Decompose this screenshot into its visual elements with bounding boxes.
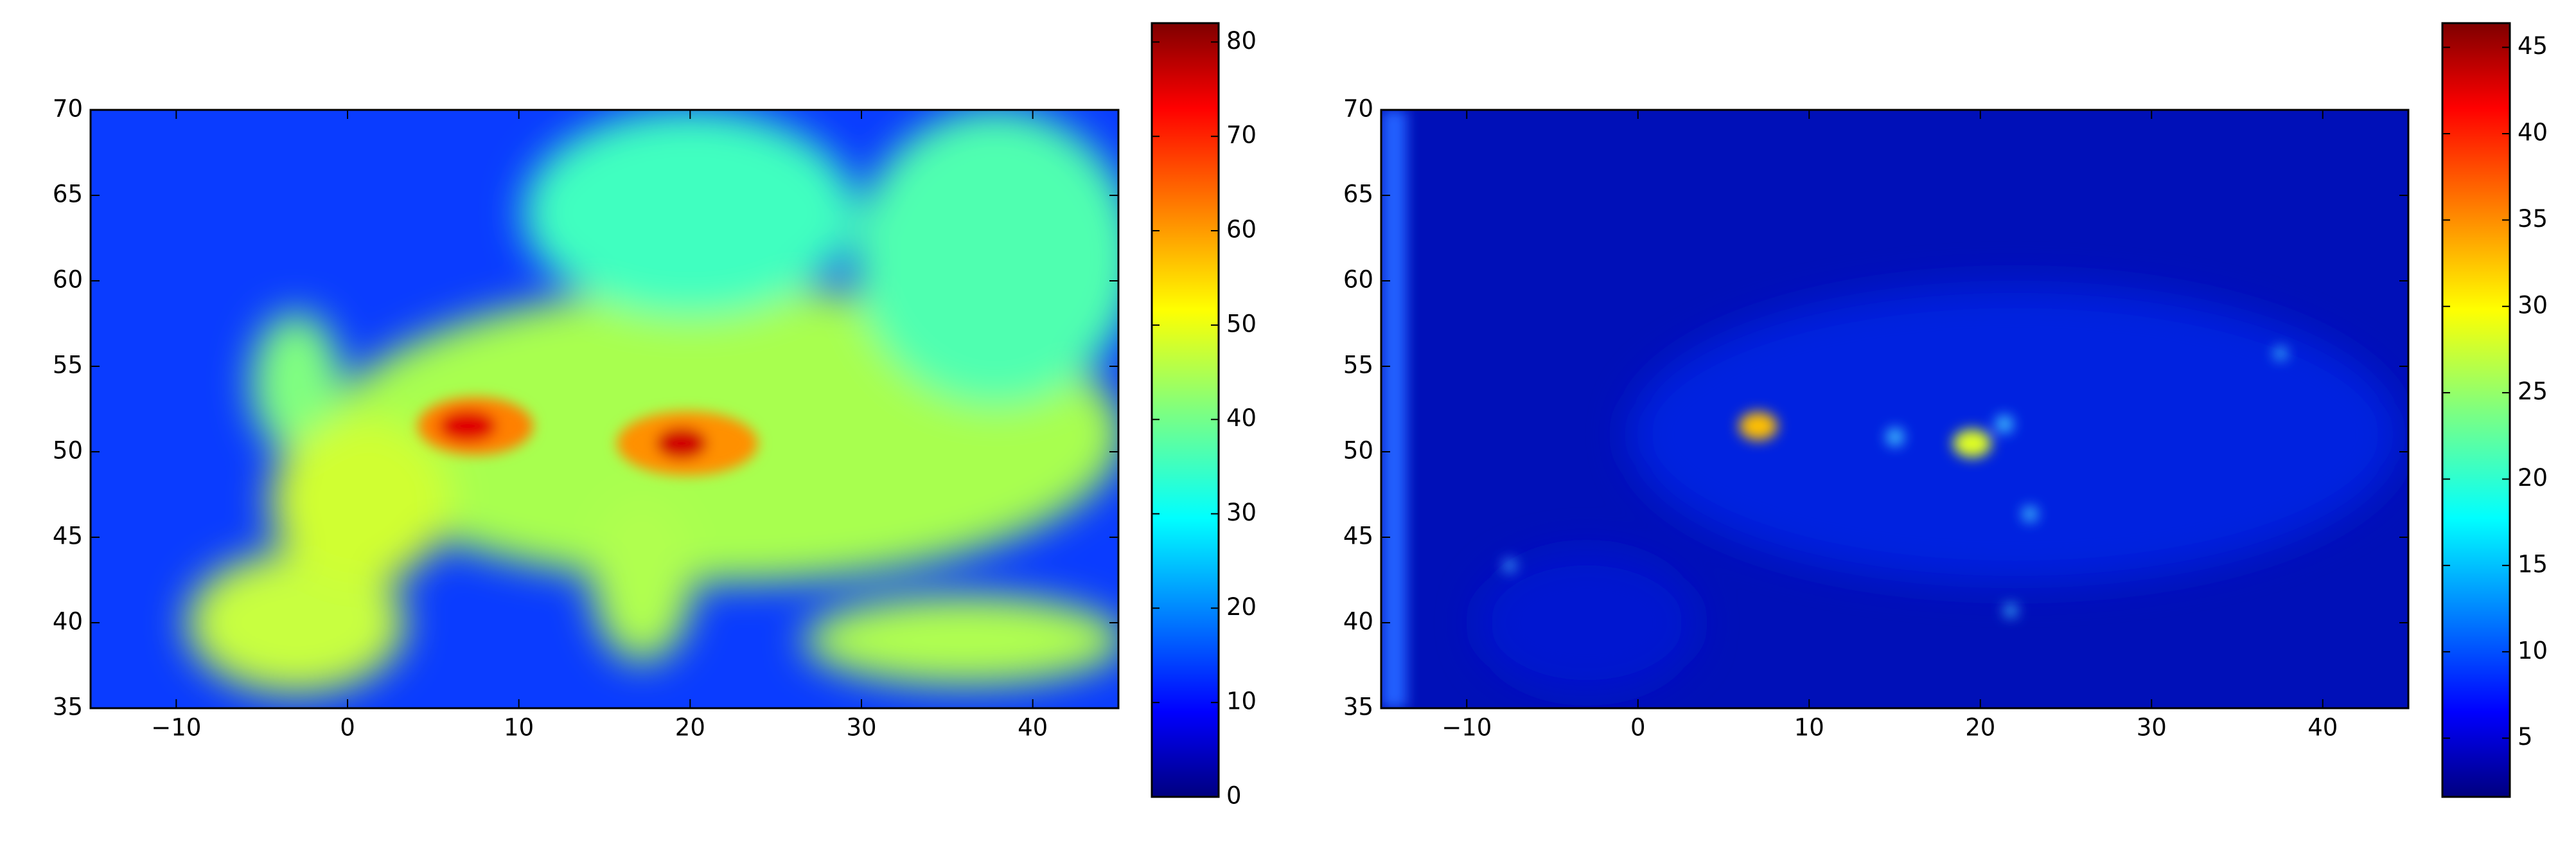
y-tick-label: 60	[1343, 266, 1373, 294]
x-tick-label: 40	[2307, 714, 2338, 742]
y-tick-label: 50	[53, 437, 83, 465]
colorbar-tick-label: 30	[1226, 499, 1257, 526]
colorbar-tick-label: 50	[1226, 310, 1257, 337]
y-tick-label: 60	[53, 266, 83, 294]
colorbar-tick-label: 10	[2518, 637, 2548, 664]
colorbar	[1151, 22, 1220, 798]
heatmap-field	[1381, 110, 2408, 708]
x-tick-label: −10	[1442, 714, 1492, 742]
y-tick-label: 65	[53, 181, 83, 208]
y-tick-label: 40	[53, 608, 83, 636]
colorbar-tick-label: 45	[2518, 32, 2548, 60]
heatmap-field	[91, 110, 1118, 708]
y-tick-label: 40	[1343, 608, 1373, 636]
x-tick-label: 20	[1965, 714, 1995, 742]
y-tick-label: 65	[1343, 181, 1373, 208]
x-tick-label: 10	[504, 714, 534, 742]
colorbar-tick-label: 40	[2518, 119, 2548, 147]
colorbar-tick-label: 25	[2518, 378, 2548, 406]
colorbar-tick-label: 10	[1226, 688, 1257, 715]
x-tick-label: 30	[846, 714, 876, 742]
axes-frame	[89, 109, 1120, 709]
colorbar-tick-label: 0	[1226, 782, 1242, 810]
y-tick-label: 55	[53, 352, 83, 379]
x-tick-label: 0	[1630, 714, 1646, 742]
y-tick-label: 55	[1343, 352, 1373, 379]
colorbar-tick-label: 35	[2518, 205, 2548, 233]
colorbar-tick-label: 30	[2518, 291, 2548, 319]
y-tick-label: 70	[53, 95, 83, 123]
colorbar-tick-label: 20	[1226, 593, 1257, 621]
colorbar-tick-label: 60	[1226, 216, 1257, 244]
colorbar	[2441, 22, 2511, 798]
x-tick-label: 0	[340, 714, 355, 742]
x-tick-label: 40	[1018, 714, 1048, 742]
x-tick-label: 10	[1794, 714, 1824, 742]
colorbar-tick-label: 70	[1226, 121, 1257, 149]
axes-frame	[1380, 109, 2410, 709]
y-tick-label: 70	[1343, 95, 1373, 123]
y-tick-label: 45	[1343, 522, 1373, 550]
colorbar-tick-label: 80	[1226, 27, 1257, 55]
colorbar-tick-label: 20	[2518, 464, 2548, 492]
y-tick-label: 35	[1343, 693, 1373, 721]
x-tick-label: −10	[151, 714, 201, 742]
colorbar-tick-label: 15	[2518, 550, 2548, 578]
y-tick-label: 35	[53, 693, 83, 721]
colorbar-tick-label: 40	[1226, 404, 1257, 432]
y-tick-label: 50	[1343, 437, 1373, 465]
colorbar-tick-label: 5	[2518, 723, 2533, 751]
x-tick-label: 30	[2137, 714, 2167, 742]
y-tick-label: 45	[53, 522, 83, 550]
x-tick-label: 20	[675, 714, 705, 742]
